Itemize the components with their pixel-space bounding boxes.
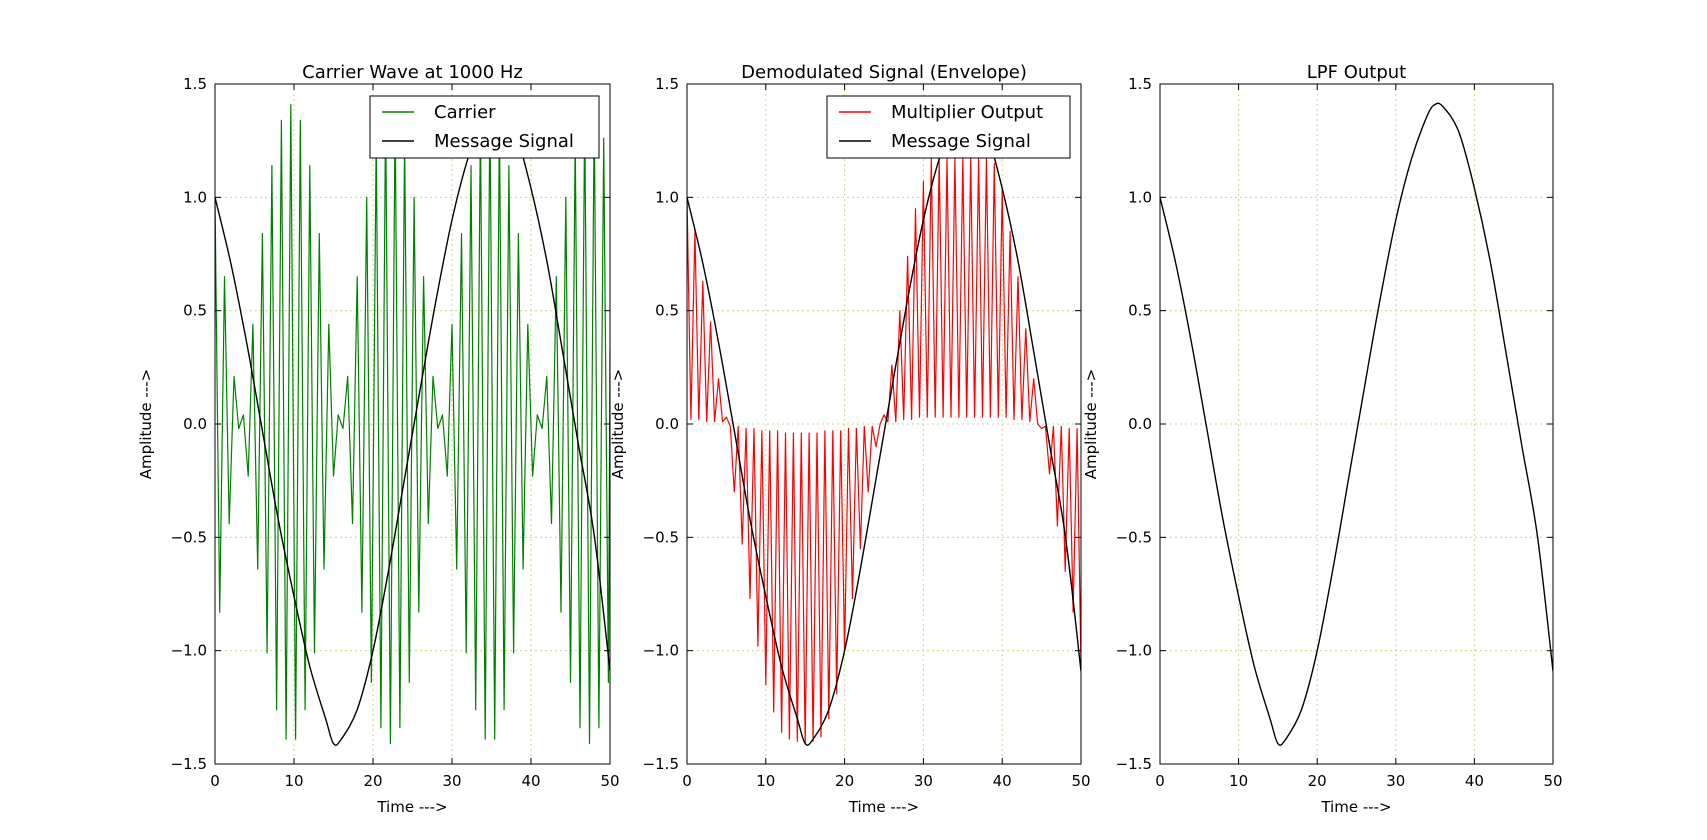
series-line-message-signal	[215, 102, 610, 746]
x-axis-label: Time --->	[376, 798, 447, 816]
legend-label: Message Signal	[891, 131, 1031, 152]
x-tick-label: 50	[600, 772, 619, 790]
y-tick-label: 1.5	[655, 75, 679, 93]
y-axis-label: Amplitude --->	[1082, 369, 1100, 479]
x-axis-label: Time --->	[848, 798, 919, 816]
y-tick-label: 1.0	[183, 188, 207, 206]
chart-title: Demodulated Signal (Envelope)	[741, 62, 1027, 83]
x-tick-label: 40	[993, 772, 1012, 790]
x-tick-label: 30	[1386, 772, 1405, 790]
y-tick-label: −0.5	[171, 528, 207, 546]
series-line-carrier	[215, 103, 610, 745]
y-tick-label: −0.5	[1116, 528, 1152, 546]
chart-panel-1: 0 10 20 30 40 50 −1.5 −1.0 −0.5 0.0 0.5 1.0 1.5 Carri…	[137, 62, 620, 816]
x-tick-label: 30	[442, 772, 461, 790]
x-tick-label: 20	[363, 772, 382, 790]
x-tick-label: 10	[756, 772, 775, 790]
y-tick-label: 0.5	[1128, 302, 1152, 320]
y-axis-label: Amplitude --->	[137, 369, 155, 479]
y-tick-label: 1.5	[183, 75, 207, 93]
y-tick-label: 0.0	[655, 415, 679, 433]
legend-box	[826, 95, 1071, 159]
y-tick-label: −0.5	[643, 528, 679, 546]
y-axis-label: Amplitude --->	[609, 369, 627, 479]
y-tick-label: 0.0	[1128, 415, 1152, 433]
series-line-lpf-output	[1160, 102, 1553, 746]
series-line-multiplier-output	[687, 158, 1081, 745]
chart-panel-2: 0 10 20 30 40 50 −1.5 −1.0 −0.5 0.0 0.5 1.0 1.5 Demod…	[609, 62, 1091, 816]
x-tick-label: 20	[835, 772, 854, 790]
x-tick-label: 40	[521, 772, 540, 790]
y-tick-label: 1.5	[1128, 75, 1152, 93]
x-tick-label: 0	[682, 772, 692, 790]
y-tick-label: −1.5	[171, 755, 207, 773]
x-axis-label: Time --->	[1320, 798, 1391, 816]
y-tick-label: −1.0	[643, 642, 679, 660]
legend-label: Multiplier Output	[891, 102, 1043, 123]
chart-title: LPF Output	[1307, 62, 1406, 83]
legend: Multiplier Output Message Signal	[826, 95, 1071, 159]
x-tick-label: 10	[284, 772, 303, 790]
legend-label: Carrier	[434, 102, 496, 123]
y-tick-label: −1.5	[643, 755, 679, 773]
x-tick-label: 20	[1308, 772, 1327, 790]
y-tick-label: −1.0	[171, 642, 207, 660]
y-tick-label: −1.0	[1116, 642, 1152, 660]
x-tick-label: 10	[1229, 772, 1248, 790]
legend: Carrier Message Signal	[369, 95, 600, 159]
x-tick-label: 0	[1155, 772, 1165, 790]
chart-title: Carrier Wave at 1000 Hz	[302, 62, 523, 83]
y-tick-label: 0.0	[183, 415, 207, 433]
y-tick-label: 0.5	[183, 302, 207, 320]
legend-box	[369, 95, 600, 159]
y-tick-label: 1.0	[655, 188, 679, 206]
legend-label: Message Signal	[434, 131, 574, 152]
y-tick-label: 0.5	[655, 302, 679, 320]
x-tick-label: 50	[1543, 772, 1562, 790]
y-tick-label: −1.5	[1116, 755, 1152, 773]
chart-panel-3: 0 10 20 30 40 50 −1.5 −1.0 −0.5 0.0 0.5 1.0 1.5 LPF O…	[1082, 62, 1563, 816]
x-tick-label: 50	[1071, 772, 1090, 790]
x-tick-label: 40	[1465, 772, 1484, 790]
x-tick-label: 0	[210, 772, 220, 790]
y-tick-label: 1.0	[1128, 188, 1152, 206]
x-tick-label: 30	[914, 772, 933, 790]
series-line-message-signal	[687, 102, 1081, 746]
